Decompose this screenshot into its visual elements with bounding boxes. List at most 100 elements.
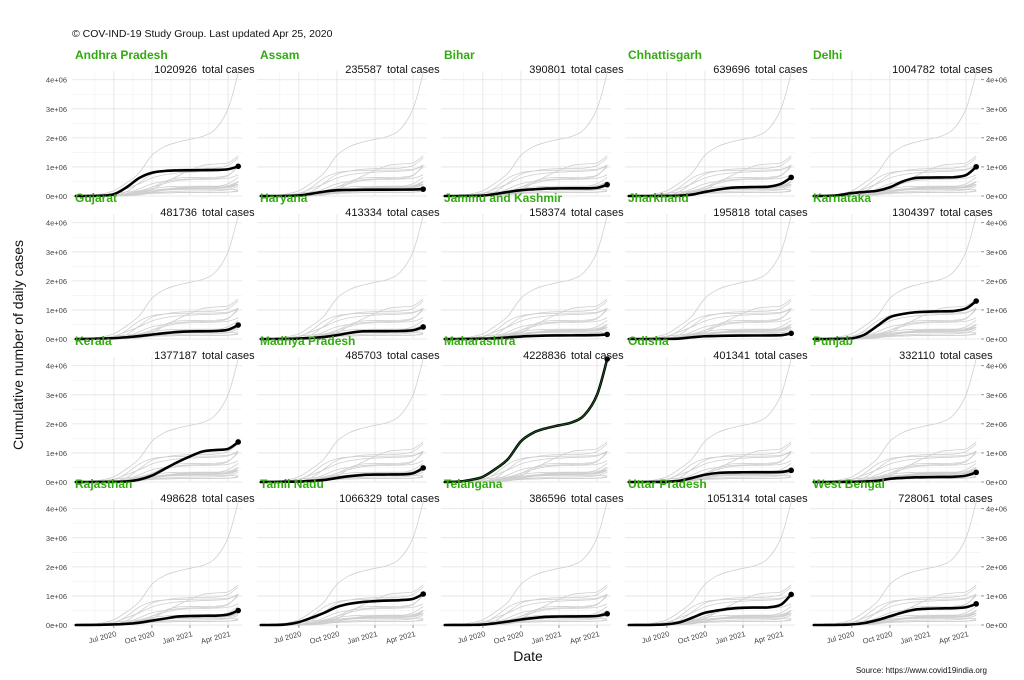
total-cases-value: 401341 — [713, 350, 750, 362]
background-series-line — [75, 358, 239, 483]
y-tick-label: 2e+06 — [986, 277, 1007, 286]
total-cases-suffix: total cases — [387, 350, 440, 362]
endpoint-marker — [788, 330, 794, 337]
chart-caption: © COV-IND-19 Study Group. Last updated A… — [72, 28, 333, 40]
panel-title: Telangana — [444, 477, 503, 491]
highlight-series-inner — [444, 358, 608, 483]
total-cases-suffix: total cases — [202, 207, 255, 219]
panel-title: Assam — [260, 48, 299, 62]
total-cases-suffix: total cases — [571, 64, 624, 76]
y-tick-label: 2e+06 — [46, 134, 67, 143]
highlight-series-line — [812, 602, 978, 627]
panel-title: Delhi — [813, 48, 842, 62]
total-cases-value: 485703 — [345, 350, 382, 362]
panel-delhi: Delhi 1004782 total cases 0e+00 1e+06 2e+06 3e… — [810, 48, 1007, 201]
panel-title: Andhra Pradesh — [75, 48, 168, 62]
total-cases-suffix: total cases — [940, 493, 993, 505]
panel-title: Haryana — [260, 191, 308, 205]
background-series-line — [260, 358, 424, 483]
highlight-series-line — [627, 332, 793, 341]
y-tick-label: 0e+00 — [986, 478, 1007, 487]
panel-chhattisgarh: Chhattisgarh 639696 total cases — [625, 48, 808, 198]
highlight-series-line — [443, 612, 609, 627]
panel-title: Tamil Nadu — [260, 477, 324, 491]
background-series-line — [75, 215, 239, 340]
endpoint-marker — [973, 163, 979, 170]
panel-title: Kerala — [75, 334, 112, 348]
background-series-line — [75, 72, 239, 197]
x-tick-label: Oct 2020 — [862, 629, 894, 646]
y-tick-label: 3e+06 — [986, 391, 1007, 400]
x-tick-label: Oct 2020 — [493, 629, 525, 646]
panel-odisha: Odisha 401341 total cases — [625, 334, 808, 484]
y-tick-label: 3e+06 — [46, 391, 67, 400]
panel-maharashtra: Maharashtra 4228836 total cases — [441, 334, 624, 484]
background-series-line — [444, 460, 608, 483]
y-tick-label: 3e+06 — [986, 248, 1007, 257]
total-cases-value: 1020926 — [154, 64, 197, 76]
total-cases-value: 1066329 — [339, 493, 382, 505]
background-series-line — [628, 215, 792, 340]
total-cases-value: 4228836 — [523, 350, 566, 362]
y-tick-label: 3e+06 — [46, 105, 67, 114]
panel-punjab: Punjab 332110 total cases 0e+00 1e+06 2e+06 3e… — [810, 334, 1007, 487]
highlight-series-line — [259, 325, 425, 341]
y-tick-label: 0e+00 — [46, 335, 67, 344]
total-cases-value: 481736 — [160, 207, 197, 219]
x-tick-label: Apr 2021 — [569, 629, 601, 646]
endpoint-marker — [420, 186, 426, 192]
total-cases-suffix: total cases — [571, 493, 624, 505]
y-tick-label: 4e+06 — [46, 505, 67, 514]
highlight-series-line — [812, 165, 978, 198]
x-tick-label: Apr 2021 — [753, 629, 785, 646]
panel-title: Rajasthan — [75, 477, 132, 491]
y-tick-label: 3e+06 — [46, 248, 67, 257]
y-tick-label: 2e+06 — [46, 277, 67, 286]
endpoint-marker — [788, 591, 794, 598]
total-cases-value: 390801 — [529, 64, 566, 76]
y-tick-label: 1e+06 — [46, 163, 67, 172]
endpoint-marker — [604, 356, 610, 362]
x-tick-label: Jan 2021 — [161, 629, 193, 646]
total-cases-value: 413334 — [345, 207, 382, 219]
total-cases-suffix: total cases — [571, 207, 624, 219]
panel-madhya-pradesh: Madhya Pradesh 485703 total cases — [257, 334, 440, 484]
source-note: Source: https://www.covid19india.org — [856, 666, 987, 675]
y-tick-label: 0e+00 — [46, 478, 67, 487]
endpoint-marker — [420, 465, 426, 471]
x-axis-title: Date — [513, 648, 543, 664]
background-series-line — [628, 358, 792, 483]
highlight-series-line — [627, 176, 793, 198]
total-cases-value: 195818 — [713, 207, 750, 219]
panel-title: Jammu and Kashmir — [444, 191, 562, 205]
panel-title: Bihar — [444, 48, 475, 62]
y-tick-label: 2e+06 — [986, 563, 1007, 572]
panel-karnataka: Karnataka 1304397 total cases 0e+00 1e+06 2e+… — [810, 191, 1007, 344]
x-tick-label: Jan 2021 — [530, 629, 562, 646]
y-tick-label: 0e+00 — [46, 621, 67, 630]
endpoint-marker — [235, 607, 241, 614]
endpoint-marker — [973, 298, 979, 304]
panel-title: Odisha — [628, 334, 669, 348]
y-tick-label: 1e+06 — [986, 592, 1007, 601]
y-tick-label: 0e+00 — [986, 621, 1007, 630]
panel-title: Maharashtra — [444, 334, 516, 348]
x-tick-label: Apr 2021 — [385, 629, 417, 646]
highlight-series-line — [74, 609, 240, 627]
y-tick-label: 4e+06 — [46, 76, 67, 85]
total-cases-value: 498628 — [160, 493, 197, 505]
endpoint-marker — [788, 174, 794, 181]
y-tick-label: 1e+06 — [46, 306, 67, 315]
background-series-line — [444, 72, 608, 197]
x-tick-label: Jan 2021 — [899, 629, 931, 646]
background-series-line — [813, 501, 977, 626]
background-series-line — [813, 215, 977, 340]
panel-title: Madhya Pradesh — [260, 334, 355, 348]
total-cases-value: 1051314 — [707, 493, 750, 505]
x-tick-label: Oct 2020 — [677, 629, 709, 646]
endpoint-marker — [973, 469, 979, 476]
total-cases-suffix: total cases — [387, 207, 440, 219]
panel-title: West Bengal — [813, 477, 885, 491]
endpoint-marker — [973, 601, 979, 607]
